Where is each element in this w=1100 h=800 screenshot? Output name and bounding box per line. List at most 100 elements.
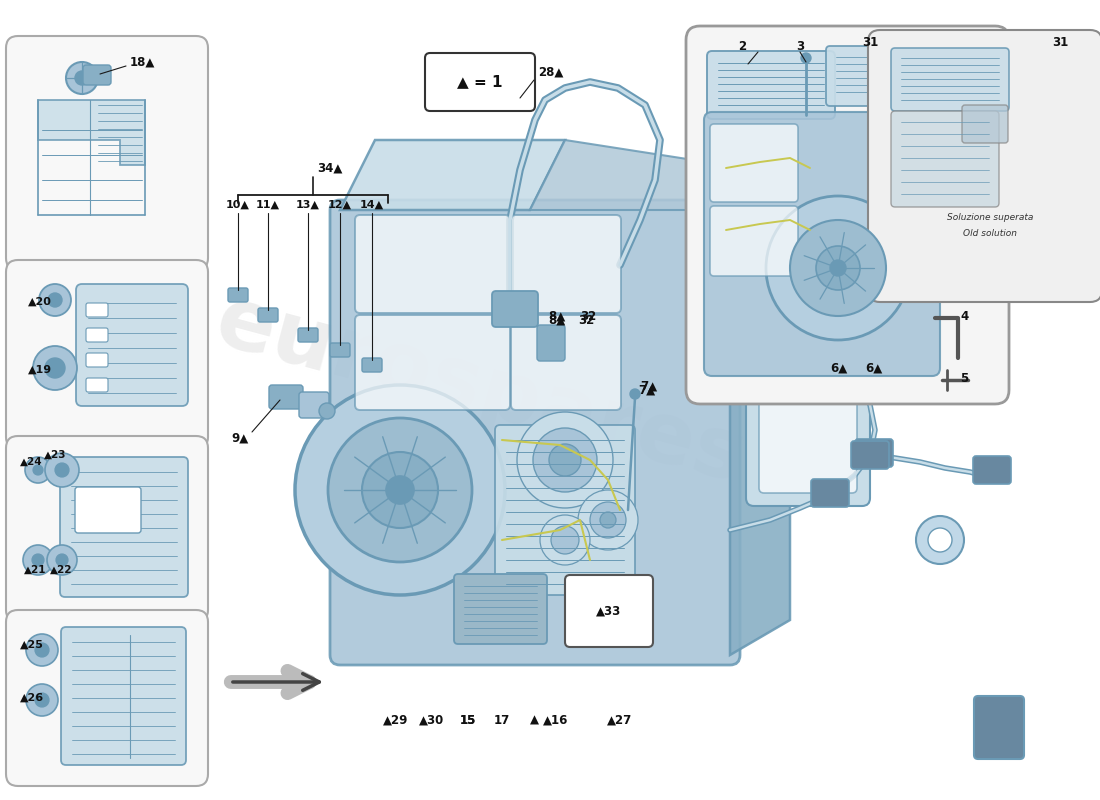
Text: 34▲: 34▲	[317, 162, 342, 174]
Text: ▲16: ▲16	[543, 714, 569, 726]
FancyBboxPatch shape	[76, 284, 188, 406]
Circle shape	[816, 246, 860, 290]
FancyBboxPatch shape	[759, 385, 857, 493]
Circle shape	[45, 358, 65, 378]
Circle shape	[549, 444, 581, 476]
FancyBboxPatch shape	[891, 111, 999, 207]
Circle shape	[630, 389, 640, 399]
FancyBboxPatch shape	[512, 315, 621, 410]
Polygon shape	[730, 210, 790, 655]
Text: 6▲: 6▲	[865, 362, 882, 374]
Circle shape	[26, 684, 58, 716]
Text: 9▲: 9▲	[231, 431, 249, 445]
Circle shape	[319, 403, 336, 419]
Text: eurospares: eurospares	[206, 279, 754, 501]
Circle shape	[26, 634, 58, 666]
FancyBboxPatch shape	[851, 441, 889, 469]
Circle shape	[55, 463, 69, 477]
Circle shape	[578, 490, 638, 550]
FancyBboxPatch shape	[86, 303, 108, 317]
FancyBboxPatch shape	[921, 271, 959, 299]
Circle shape	[928, 528, 952, 552]
Text: ▲30: ▲30	[419, 714, 444, 726]
FancyBboxPatch shape	[86, 328, 108, 342]
Polygon shape	[340, 140, 565, 210]
Text: 14▲: 14▲	[360, 200, 384, 210]
FancyBboxPatch shape	[60, 457, 188, 597]
FancyBboxPatch shape	[330, 200, 740, 665]
FancyBboxPatch shape	[355, 315, 510, 410]
Text: 7▲: 7▲	[638, 383, 656, 397]
Circle shape	[47, 545, 77, 575]
Text: 8▲: 8▲	[548, 314, 565, 326]
Text: ▲23: ▲23	[44, 450, 66, 460]
Text: 5: 5	[960, 371, 968, 385]
FancyBboxPatch shape	[868, 30, 1100, 302]
Text: 7▲: 7▲	[640, 379, 657, 393]
FancyBboxPatch shape	[6, 610, 208, 786]
Circle shape	[801, 53, 811, 63]
FancyBboxPatch shape	[299, 392, 329, 418]
FancyBboxPatch shape	[6, 36, 208, 270]
Text: Soluzione superata: Soluzione superata	[947, 214, 1033, 222]
Text: ▲25: ▲25	[20, 640, 44, 650]
FancyBboxPatch shape	[855, 439, 893, 467]
Circle shape	[35, 693, 50, 707]
FancyBboxPatch shape	[6, 436, 208, 622]
Text: 11▲: 11▲	[256, 200, 280, 210]
Text: 3: 3	[796, 39, 804, 53]
Text: ▲20: ▲20	[28, 297, 52, 307]
Circle shape	[328, 418, 472, 562]
FancyBboxPatch shape	[355, 215, 510, 313]
Text: ▲27: ▲27	[607, 714, 632, 726]
Text: 4: 4	[960, 310, 968, 322]
Circle shape	[540, 515, 590, 565]
Circle shape	[830, 260, 846, 276]
FancyBboxPatch shape	[298, 328, 318, 342]
FancyBboxPatch shape	[826, 46, 922, 106]
FancyBboxPatch shape	[6, 260, 208, 449]
Circle shape	[534, 428, 597, 492]
FancyBboxPatch shape	[454, 574, 547, 644]
FancyBboxPatch shape	[707, 51, 835, 119]
FancyBboxPatch shape	[962, 105, 1008, 143]
Circle shape	[790, 220, 886, 316]
FancyBboxPatch shape	[60, 627, 186, 765]
Circle shape	[766, 196, 910, 340]
Circle shape	[386, 476, 414, 504]
Text: 32: 32	[580, 310, 596, 322]
FancyBboxPatch shape	[82, 65, 111, 85]
FancyBboxPatch shape	[495, 425, 635, 595]
FancyBboxPatch shape	[86, 378, 108, 392]
Text: 17: 17	[494, 714, 510, 726]
Circle shape	[33, 346, 77, 390]
Text: ▲ = 1: ▲ = 1	[458, 74, 503, 90]
Text: ▲19: ▲19	[28, 365, 52, 375]
Text: 10▲: 10▲	[227, 200, 250, 210]
FancyBboxPatch shape	[75, 487, 141, 533]
Circle shape	[39, 284, 72, 316]
Text: 6▲: 6▲	[830, 362, 847, 374]
Text: ▲24: ▲24	[20, 457, 43, 467]
FancyBboxPatch shape	[512, 215, 621, 313]
Text: ▲29: ▲29	[383, 714, 409, 726]
Text: 12▲: 12▲	[328, 200, 352, 210]
Text: 8▲: 8▲	[548, 310, 565, 322]
Text: 31: 31	[1052, 35, 1068, 49]
Circle shape	[32, 554, 44, 566]
Text: 32: 32	[578, 314, 594, 326]
Text: ▲22: ▲22	[50, 565, 73, 575]
Text: a passion for parts: a passion for parts	[326, 394, 635, 506]
Text: ▲26: ▲26	[20, 693, 44, 703]
FancyBboxPatch shape	[330, 343, 350, 357]
Text: 13▲: 13▲	[296, 200, 320, 210]
FancyBboxPatch shape	[270, 385, 302, 409]
Text: 18▲: 18▲	[130, 55, 155, 69]
FancyBboxPatch shape	[974, 456, 1011, 484]
FancyBboxPatch shape	[891, 48, 1009, 111]
FancyBboxPatch shape	[686, 26, 1009, 404]
Circle shape	[25, 457, 51, 483]
Text: 15: 15	[460, 714, 476, 726]
FancyBboxPatch shape	[974, 254, 1011, 282]
FancyBboxPatch shape	[974, 696, 1024, 759]
